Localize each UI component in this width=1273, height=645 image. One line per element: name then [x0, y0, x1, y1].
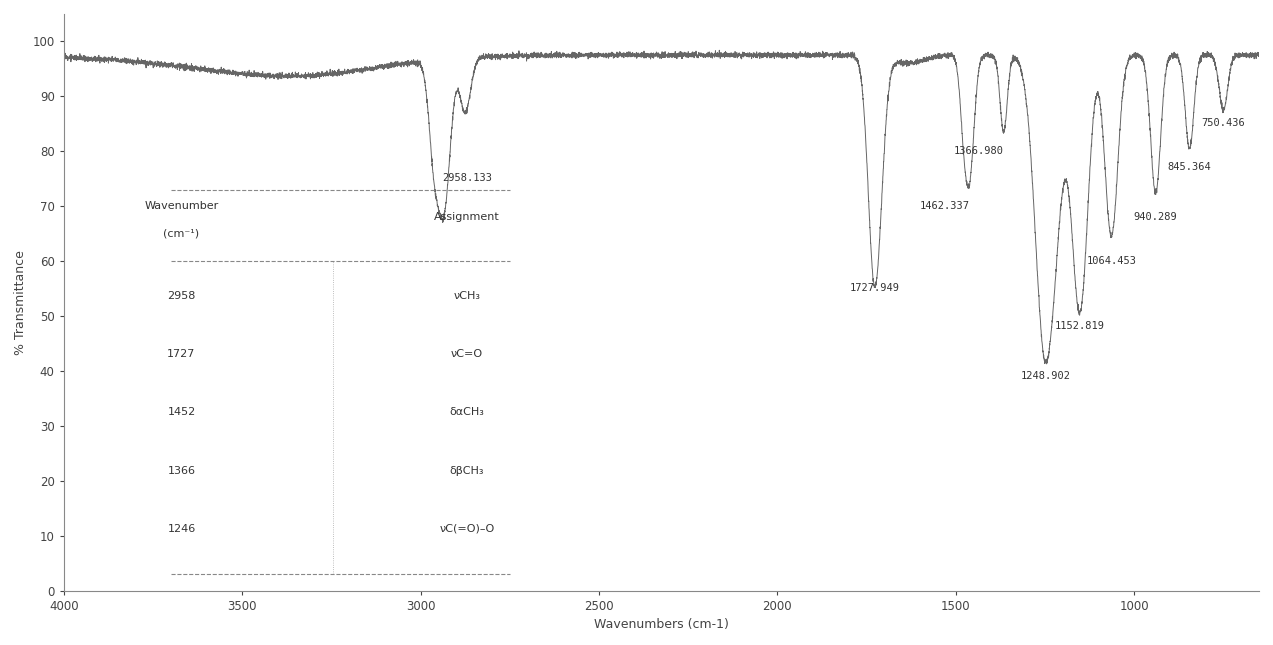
Text: (cm⁻¹): (cm⁻¹) — [163, 228, 200, 238]
Text: 1152.819: 1152.819 — [1055, 321, 1105, 332]
Text: 750.436: 750.436 — [1202, 118, 1245, 128]
Text: Wavenumber: Wavenumber — [144, 201, 219, 211]
Text: 1452: 1452 — [167, 408, 196, 417]
Text: 1727.949: 1727.949 — [850, 283, 900, 293]
Text: νC(=O)–O: νC(=O)–O — [439, 524, 495, 534]
Text: 1366.980: 1366.980 — [953, 146, 1003, 155]
Text: δβCH₃: δβCH₃ — [449, 466, 484, 475]
Text: Assignment: Assignment — [434, 212, 500, 222]
Text: δαCH₃: δαCH₃ — [449, 408, 485, 417]
Text: 1246: 1246 — [167, 524, 196, 534]
X-axis label: Wavenumbers (cm-1): Wavenumbers (cm-1) — [594, 618, 729, 631]
Text: 1064.453: 1064.453 — [1086, 255, 1137, 266]
Text: 1462.337: 1462.337 — [919, 201, 969, 211]
Text: 940.289: 940.289 — [1134, 212, 1178, 222]
Text: 1366: 1366 — [168, 466, 196, 475]
Text: 2958.133: 2958.133 — [442, 173, 491, 183]
Text: 845.364: 845.364 — [1167, 162, 1212, 172]
Text: νC=O: νC=O — [451, 349, 482, 359]
Y-axis label: % Transmittance: % Transmittance — [14, 250, 27, 355]
Text: 1727: 1727 — [167, 349, 196, 359]
Text: 1248.902: 1248.902 — [1021, 371, 1071, 381]
Text: 2958: 2958 — [167, 291, 196, 301]
Text: νCH₃: νCH₃ — [453, 291, 480, 301]
